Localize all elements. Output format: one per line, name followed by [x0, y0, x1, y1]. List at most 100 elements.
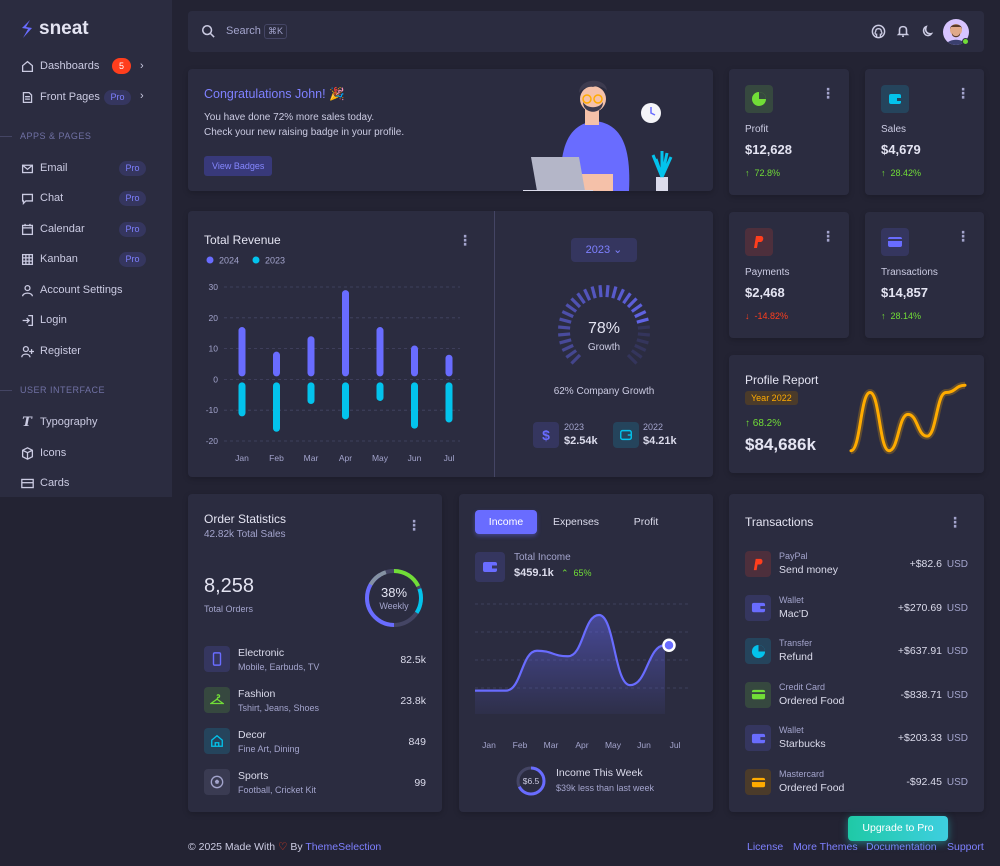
gauge-tick	[626, 297, 638, 309]
weekly-percent: 38%	[380, 585, 408, 600]
profile-change-value: 68.2%	[752, 418, 782, 429]
income-change: ⌃ 65%	[561, 568, 592, 578]
gauge-tick	[634, 310, 647, 319]
sidebar: sneat Dashboards 5 › Front Pages Pro › A…	[0, 0, 172, 497]
more-vertical-icon[interactable]: ⋮	[948, 514, 962, 530]
sidebar-item-front-pages[interactable]: Front Pages	[20, 87, 100, 107]
gauge-tick	[636, 338, 649, 345]
stat-change: ↓ -14.82%	[745, 311, 789, 321]
bar-2024	[342, 290, 349, 377]
gauge-tick	[570, 297, 582, 309]
tab-profit[interactable]: Profit	[633, 516, 659, 528]
footer-link-license[interactable]: License	[747, 841, 784, 853]
more-vertical-icon[interactable]: ⋮	[956, 85, 970, 101]
tab-income[interactable]: Income	[475, 510, 537, 534]
chevron-right-icon: ›	[140, 60, 144, 72]
sidebar-item-icons[interactable]: Icons	[20, 443, 66, 463]
year-2023-value: $2.54k	[564, 435, 598, 447]
category-title: Decor	[238, 729, 267, 741]
sidebar-item-label: Front Pages	[40, 91, 100, 103]
more-vertical-icon[interactable]: ⋮	[956, 228, 970, 244]
welcome-line1: You have done 72% more sales today.	[204, 112, 375, 123]
year-select-button[interactable]: 2023 ⌄	[571, 238, 637, 262]
typography-icon: T	[22, 414, 32, 430]
bell-icon[interactable]	[896, 24, 910, 41]
footer-link-more-themes[interactable]: More Themes	[793, 841, 858, 853]
search-input[interactable]: Search	[226, 25, 261, 37]
search-icon[interactable]	[201, 24, 215, 41]
income-week-ring	[516, 766, 546, 796]
footer-link-documentation[interactable]: Documentation	[866, 841, 937, 853]
view-badges-button[interactable]: View Badges	[204, 156, 273, 176]
category-value: 23.8k	[400, 695, 426, 707]
stat-label: Payments	[745, 267, 790, 278]
sidebar-item-dashboards[interactable]: Dashboards	[20, 56, 99, 76]
revenue-bar-chart: 2024 2023 30 20 10 0 -10 -20 Jan Feb Mar Apr May Jun J…	[206, 256, 460, 463]
stat-change: ↑ 28.14%	[881, 311, 922, 321]
sidebar-item-login[interactable]: Login	[20, 310, 67, 330]
sidebar-item-chat[interactable]: Chat	[20, 188, 63, 208]
credit-card-icon	[20, 476, 34, 490]
category-title: Electronic	[238, 647, 285, 659]
sidebar-item-label: Typography	[40, 416, 98, 428]
sidebar-item-register[interactable]: Register	[20, 341, 81, 361]
dollar-icon: $	[533, 422, 559, 448]
sidebar-item-label: Kanban	[40, 253, 78, 265]
footer-link-support[interactable]: Support	[947, 841, 984, 853]
transaction-amount: +$637.91	[897, 645, 942, 658]
gauge-tick	[626, 353, 638, 365]
pro-badge: Pro	[119, 252, 146, 267]
legend-label: 2024	[219, 256, 239, 266]
stat-label: Sales	[881, 124, 907, 135]
mastercard-icon	[745, 769, 771, 795]
y-tick-label: -20	[206, 436, 219, 446]
transactions-card: Transactions ⋮ PayPal Send money +$82.6 USD…	[729, 494, 984, 812]
github-icon[interactable]	[871, 24, 886, 42]
income-week-sub: $39k less than last week	[556, 783, 655, 793]
login-icon	[20, 313, 34, 327]
copyright-text: © 2025 Made With	[188, 841, 276, 853]
gauge-tick	[558, 332, 571, 337]
transaction-currency: USD	[946, 689, 968, 701]
by-text: By	[290, 841, 303, 853]
document-icon	[20, 90, 34, 104]
sidebar-item-cards[interactable]: Cards	[20, 473, 69, 493]
x-tick-label: Jan	[235, 453, 249, 463]
section-title-apps: APPS & PAGES	[20, 131, 92, 141]
bar-2024	[273, 351, 280, 377]
pro-badge: Pro	[119, 161, 146, 176]
tab-expenses[interactable]: Expenses	[552, 516, 600, 528]
transaction-desc: Refund	[779, 651, 813, 664]
credit-card-icon	[745, 681, 771, 708]
sidebar-item-email[interactable]: Email	[20, 158, 68, 178]
sidebar-item-account-settings[interactable]: Account Settings	[20, 280, 123, 300]
bar-2024	[411, 345, 418, 377]
profit-card: ⋮ Profit $12,628 ↑ 72.8%	[729, 69, 849, 195]
more-vertical-icon[interactable]: ⋮	[821, 85, 835, 101]
brand-logo[interactable]: sneat	[20, 18, 89, 40]
more-vertical-icon[interactable]: ⋮	[821, 228, 835, 244]
gauge-tick	[570, 353, 582, 365]
more-vertical-icon[interactable]: ⋮	[458, 232, 472, 248]
bar-2023	[342, 382, 349, 420]
gauge-tick	[561, 343, 574, 352]
income-week-ring-value: $6.5	[522, 776, 540, 786]
upgrade-to-pro-button[interactable]: Upgrade to Pro	[848, 816, 948, 841]
man-with-laptop-illustration	[523, 80, 673, 191]
company-link[interactable]: ThemeSelection	[305, 841, 382, 853]
stat-label: Transactions	[881, 267, 938, 278]
credit-card-icon	[881, 228, 909, 256]
payments-card: ⋮ Payments $2,468 ↓ -14.82%	[729, 212, 849, 338]
sidebar-item-calendar[interactable]: Calendar	[20, 219, 85, 239]
stat-label: Profit	[745, 124, 769, 135]
sidebar-item-kanban[interactable]: Kanban	[20, 249, 78, 269]
transaction-desc: Ordered Food	[779, 694, 845, 707]
more-vertical-icon[interactable]: ⋮	[407, 517, 421, 533]
bar-2023	[238, 382, 246, 417]
transaction-source: Credit Card	[779, 681, 826, 692]
moon-icon[interactable]	[921, 24, 935, 41]
sidebar-item-typography[interactable]: T Typography	[20, 412, 97, 432]
transaction-desc: Starbucks	[779, 738, 826, 751]
bar-2023	[273, 382, 280, 432]
y-tick-label: 30	[209, 282, 219, 292]
